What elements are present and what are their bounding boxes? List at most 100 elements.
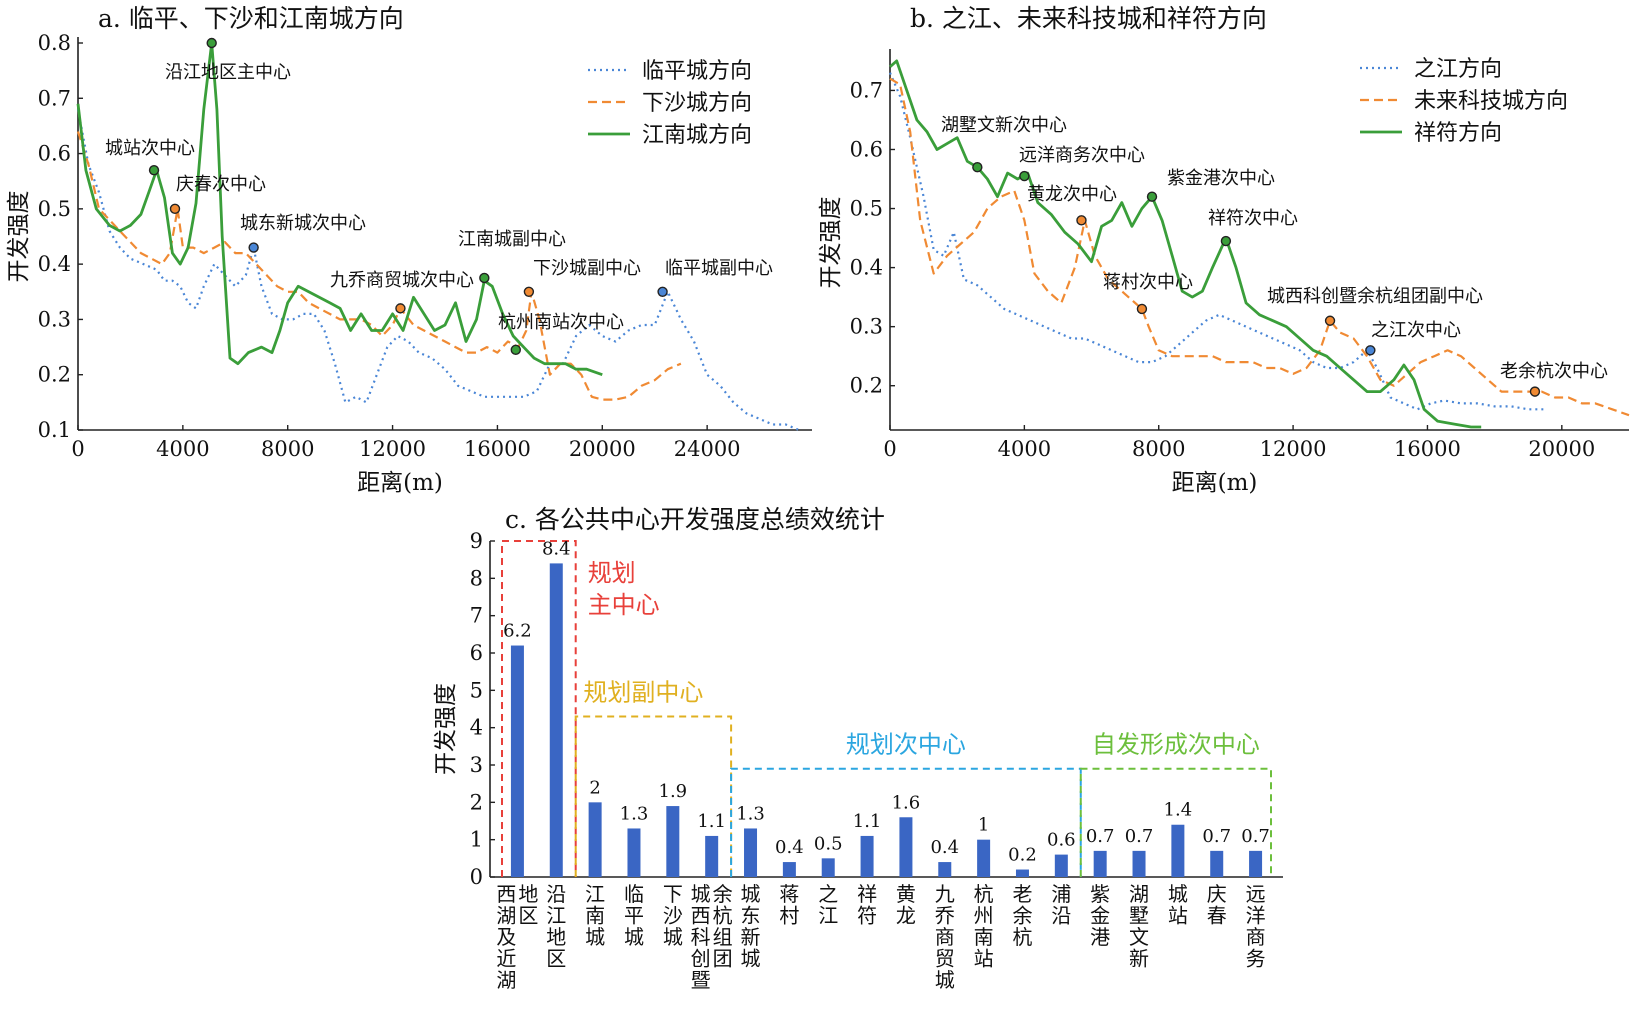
category-label-char: 墅 — [1129, 904, 1149, 928]
bar-value-label: 8.4 — [542, 538, 571, 559]
center-marker — [1136, 303, 1148, 315]
bar-value-label: 6.2 — [503, 621, 532, 642]
category-label-char: 东 — [741, 904, 761, 928]
y-tick-label: 4 — [470, 716, 483, 740]
category-label-char: 九 — [935, 882, 955, 906]
category-label: 老余杭 — [1012, 882, 1032, 949]
category-label: 杭州南站 — [974, 882, 994, 971]
y-tick-label: 0.4 — [38, 252, 71, 276]
center-marker — [972, 162, 983, 173]
center-marker — [523, 286, 535, 297]
category-label-char: 金 — [1090, 904, 1110, 928]
y-tick-label: 9 — [470, 529, 483, 553]
bar-value-label: 1.1 — [697, 811, 726, 832]
chart-title: a. 临平、下沙和江南城方向 — [98, 4, 404, 33]
center-label: 江南城副中心 — [458, 229, 566, 250]
y-tick-label: 0.5 — [38, 197, 71, 221]
x-tick-label: 12000 — [1260, 437, 1327, 461]
center-marker — [479, 272, 490, 284]
center-marker — [1019, 170, 1030, 182]
category-label-char: 紫 — [1090, 882, 1110, 906]
group-box — [730, 767, 1082, 877]
center-marker — [169, 203, 181, 215]
bar-value-label: 0.2 — [1008, 845, 1037, 866]
x-axis-label: 距离(m) — [357, 470, 443, 496]
category-label: 临平城 — [624, 882, 644, 949]
category-label-char: 西 — [496, 882, 516, 906]
category-label-char: 余 — [1012, 904, 1032, 928]
category-label-char: 城 — [935, 968, 955, 992]
category-label-char: 科 — [691, 925, 711, 949]
center-label: 之江次中心 — [1371, 320, 1461, 341]
category-label-char: 江 — [818, 904, 838, 928]
center-label: 杭州南站次中心 — [498, 312, 624, 333]
category-label: 西湖及近湖 — [496, 882, 516, 992]
group-box — [574, 715, 733, 877]
x-tick-label: 16000 — [464, 437, 531, 461]
x-tick-label: 8000 — [1132, 437, 1185, 461]
category-label: 远洋商务 — [1246, 882, 1266, 971]
category-label: 黄龙 — [896, 882, 916, 928]
bar-value-label: 1.1 — [853, 811, 882, 832]
x-tick-label: 4000 — [998, 437, 1051, 461]
group-label: 自发形成次中心 — [1092, 731, 1260, 759]
legend-label: 临平城方向 — [642, 59, 752, 84]
category-label: 余杭组团 — [713, 882, 733, 971]
category-label-char: 龙 — [896, 904, 916, 928]
x-tick-label: 0 — [71, 437, 84, 461]
category-label: 庆春 — [1207, 882, 1227, 928]
category-label-char: 城 — [691, 882, 711, 906]
group-box — [1079, 767, 1272, 877]
category-label-char: 乔 — [935, 904, 955, 928]
x-tick-label: 12000 — [359, 437, 426, 461]
bar — [977, 839, 991, 877]
category-label: 九乔商贸城 — [935, 882, 955, 992]
group-label: 规划 — [588, 559, 636, 587]
legend-label: 江南城方向 — [642, 123, 752, 148]
x-tick-label: 20000 — [569, 437, 636, 461]
y-tick-label: 0.7 — [38, 86, 71, 110]
bar-value-label: 1.6 — [892, 792, 921, 813]
category-label-char: 沿 — [1051, 904, 1071, 928]
center-marker — [1324, 315, 1336, 326]
bar — [899, 817, 913, 877]
y-axis-label: 开发强度 — [433, 683, 459, 775]
center-marker — [1076, 215, 1087, 226]
category-label-char: 湖 — [496, 968, 516, 992]
y-tick-label: 0.2 — [850, 374, 883, 398]
category-label-char: 创 — [691, 947, 711, 971]
center-label: 城东新城次中心 — [240, 213, 366, 234]
category-label-char: 符 — [857, 904, 877, 928]
category-label-char: 城 — [663, 925, 683, 949]
bar-value-label: 0.5 — [814, 833, 843, 854]
bar-value-label: 1.3 — [736, 803, 765, 824]
bar — [744, 828, 758, 877]
center-marker — [148, 164, 160, 176]
center-marker — [1365, 345, 1376, 356]
category-label-char: 区 — [518, 904, 538, 928]
category-label-char: 城 — [585, 925, 605, 949]
center-marker — [248, 242, 259, 253]
category-label-char: 黄 — [896, 882, 916, 906]
center-label: 城西科创暨余杭组团副中心 — [1267, 286, 1483, 307]
category-label: 沿江地区 — [546, 882, 566, 971]
category-label-char: 老 — [1012, 882, 1032, 906]
category-label-char: 杭 — [713, 904, 733, 928]
category-label-char: 暨 — [691, 968, 711, 992]
category-label-char: 新 — [1129, 947, 1149, 971]
category-label-char: 城 — [741, 947, 761, 971]
bar — [782, 862, 796, 877]
group-label: 规划次中心 — [846, 731, 966, 759]
center-label: 庆春次中心 — [176, 174, 266, 195]
category-label-char: 湖 — [1129, 882, 1149, 906]
category-label-char: 杭 — [974, 882, 994, 906]
bar-value-label: 0.4 — [930, 837, 959, 858]
group-label: 主中心 — [588, 591, 660, 619]
legend-label: 下沙城方向 — [642, 91, 752, 116]
series-line-2 — [76, 41, 603, 377]
y-tick-label: 0.5 — [850, 197, 883, 221]
y-tick-label: 8 — [470, 566, 483, 590]
bar — [666, 806, 680, 877]
y-tick-label: 2 — [470, 790, 483, 814]
bar-value-label: 1 — [978, 815, 989, 836]
